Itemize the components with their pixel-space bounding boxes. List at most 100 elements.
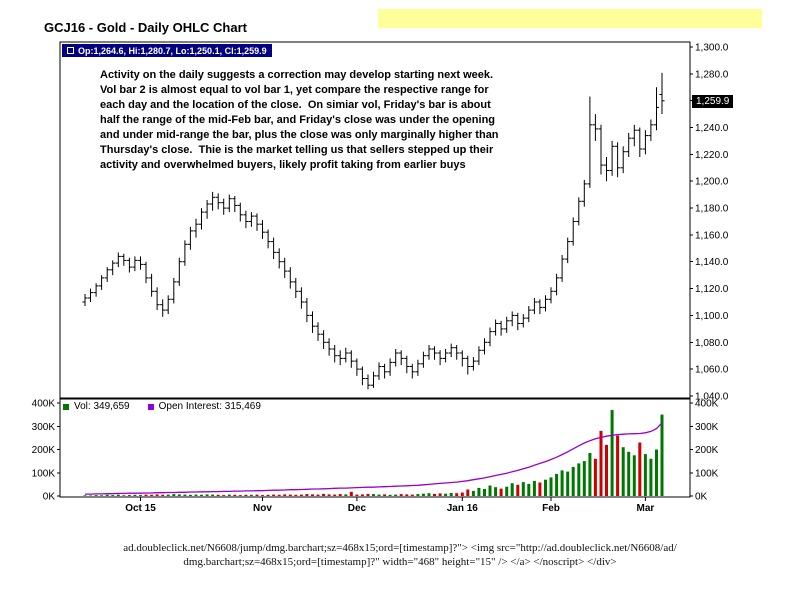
volume-bar	[277, 494, 281, 496]
volume-bar	[327, 494, 331, 496]
ohlc-bar	[243, 210, 249, 229]
volume-bar	[383, 494, 387, 496]
volume-bar	[100, 495, 104, 496]
annotation-line: Vol bar 2 is almost equal to vol bar 1, …	[100, 84, 489, 96]
volume-tick-label: 300K	[32, 422, 56, 433]
volume-bar	[433, 493, 436, 496]
volume-bar	[155, 494, 159, 496]
volume-bar	[399, 494, 403, 496]
chart-frame	[59, 41, 691, 498]
time-axis: Oct 15 Nov Dec Jan 16 Feb Mar	[125, 497, 654, 514]
ohlc-bar	[387, 358, 393, 376]
ohlc-bar	[487, 327, 493, 347]
ohlc-bar	[154, 287, 160, 311]
ohlc-bar	[576, 197, 582, 226]
volume-bar	[111, 495, 115, 496]
volume-bar	[166, 494, 170, 496]
volume-legend-text: Vol: 349,659	[74, 401, 130, 412]
annotation-line: each day and the location of the close. …	[100, 99, 491, 111]
volume-bar	[366, 493, 370, 496]
volume-bar	[566, 471, 570, 496]
ohlc-bar	[165, 295, 171, 315]
volume-bar	[466, 489, 470, 496]
volume-bar	[322, 493, 326, 496]
price-tick-label: 1,220.0	[695, 150, 729, 161]
ohlc-bar	[476, 346, 482, 366]
ohlc-bar	[581, 179, 587, 207]
volume-bar	[544, 479, 547, 496]
volume-bar	[660, 414, 664, 496]
volume-bar	[560, 470, 564, 496]
volume-bar	[316, 494, 320, 496]
ohlc-bar	[276, 248, 282, 269]
ohlc-bar	[415, 359, 421, 376]
ad-leak-line: ad.doubleclick.net/N6608/jump/dmg.barcha…	[123, 542, 677, 554]
volume-bar	[283, 494, 287, 496]
ohlc-bar	[282, 257, 288, 278]
ohlc-bar	[132, 256, 138, 272]
ohlc-bar	[493, 319, 499, 336]
price-tick-label: 1,160.0	[695, 230, 729, 241]
volume-bar	[133, 494, 137, 496]
ohlc-bar	[653, 87, 660, 131]
ohlc-bar	[304, 298, 310, 323]
price-tick-label: 1,240.0	[695, 123, 729, 134]
ohlc-bar	[110, 260, 116, 276]
volume-bar	[632, 455, 636, 496]
volume-bar	[249, 494, 253, 496]
volume-bar	[200, 494, 203, 496]
ohlc-bar	[254, 213, 260, 231]
volume-axis: 400K 400K 300K 300K 200K 200K 100K 100K 0K 0K	[32, 399, 719, 503]
ohlc-bar	[137, 256, 144, 270]
volume-bar	[627, 451, 631, 496]
ohlc-bar	[631, 124, 637, 147]
volume-bar	[144, 494, 148, 496]
volume-bar	[150, 494, 154, 496]
volume-bar	[311, 494, 314, 496]
volume-bar	[266, 494, 270, 496]
ohlc-bar	[126, 257, 132, 273]
volume-bar	[116, 494, 120, 496]
volume-bar	[338, 494, 342, 496]
annotation-line: and under mid-range the bar, plus the cl…	[100, 129, 499, 141]
ohlc-series	[82, 72, 665, 390]
volume-bar	[516, 484, 520, 496]
ohlc-bar	[160, 299, 166, 317]
volume-bar	[438, 493, 442, 496]
ohlc-bar	[565, 237, 571, 264]
volume-bar	[643, 454, 647, 496]
open-interest-line	[85, 422, 663, 495]
ohlc-bar	[609, 140, 615, 176]
volume-tick-label: 400K	[695, 399, 719, 410]
volume-bar	[588, 453, 592, 496]
volume-bar	[222, 495, 226, 496]
volume-bar	[638, 442, 642, 496]
ohlc-bar	[515, 312, 521, 331]
ohlc-bar	[637, 127, 643, 157]
ohlc-bar	[554, 273, 560, 296]
ohlc-bar	[348, 350, 354, 368]
volume-bar	[377, 494, 381, 496]
ohlc-bar	[648, 119, 654, 141]
ohlc-bar	[443, 349, 449, 363]
volume-bar	[549, 477, 553, 496]
volume-bar	[477, 487, 481, 496]
month-label: Oct 15	[125, 503, 156, 514]
volume-bar	[161, 494, 165, 496]
volume-bar	[172, 494, 176, 496]
price-tick-label: 1,100.0	[695, 311, 729, 322]
ohlc-bar	[592, 114, 598, 141]
volume-bar	[94, 495, 98, 496]
price-axis: 1,300.01,280.01,260.01,240.01,220.01,200…	[690, 43, 729, 403]
ohlc-bar	[409, 363, 415, 379]
ohlc-bar	[420, 351, 426, 368]
volume-tick-label: 400K	[32, 399, 56, 410]
price-tick-label: 1,120.0	[695, 284, 729, 295]
ohlc-bar	[354, 358, 360, 376]
ohlc-bar	[365, 374, 371, 390]
ohlc-bar	[615, 142, 621, 178]
volume-bar	[483, 489, 486, 496]
ohlc-bar	[520, 314, 526, 328]
ohlc-bar	[526, 306, 532, 323]
